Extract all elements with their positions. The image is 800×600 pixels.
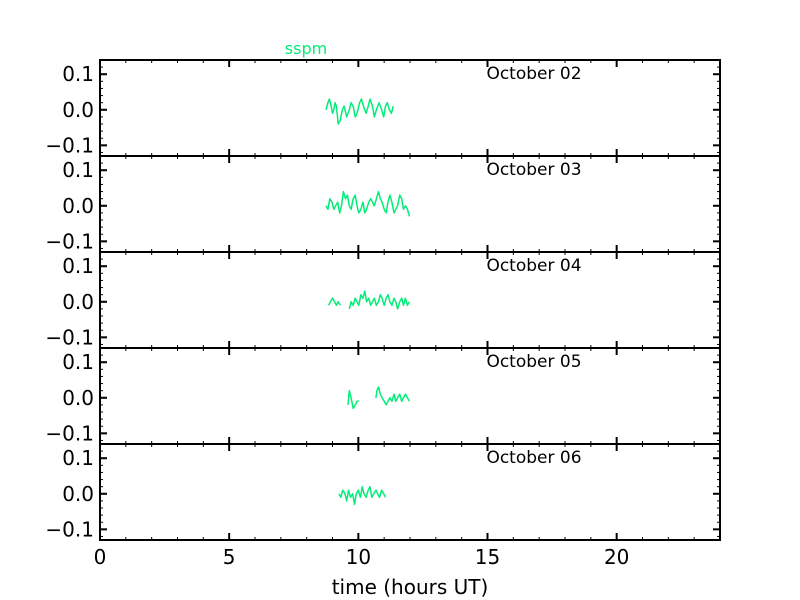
y-tick-label: 0.1 [62, 158, 94, 182]
panel-date-label: October 06 [486, 448, 581, 468]
y-tick-label: −0.1 [45, 229, 94, 253]
y-tick-label: 0.1 [62, 254, 94, 278]
x-tick-label: 10 [346, 545, 371, 569]
y-tick-label: 0.1 [62, 350, 94, 374]
x-tick-label: 0 [94, 545, 107, 569]
series-line [348, 290, 411, 310]
series-line [327, 297, 341, 307]
series-line [325, 98, 394, 125]
series-line [338, 485, 387, 506]
x-axis: 0 5 10 15 20 [94, 545, 630, 569]
y-tick-label: −0.1 [45, 517, 94, 541]
y-tick-label: 0.0 [62, 194, 94, 218]
panel-4: 0.1 0.0 −0.1 October 05 [45, 347, 721, 445]
y-tick-label: 0.0 [62, 290, 94, 314]
panel-3: 0.1 0.0 −0.1 October 04 [45, 251, 721, 349]
panel-date-label: October 03 [486, 160, 581, 180]
legend-label: sspm [285, 39, 327, 58]
panel-frame [99, 347, 721, 445]
x-tick-label: 15 [475, 545, 500, 569]
panel-2: 0.1 0.0 −0.1 October 03 [45, 155, 721, 253]
y-tick-label: 0.0 [62, 386, 94, 410]
series-line [375, 386, 411, 406]
panel-frame [99, 251, 721, 349]
series-line [347, 389, 359, 410]
panel-date-label: October 04 [486, 256, 581, 276]
panel-frame [99, 59, 721, 157]
x-tick-label: 20 [604, 545, 629, 569]
panels-group: 0.1 0.0 −0.1 October 02 0.1 0.0 −0.1 October 03… [45, 59, 721, 541]
panel-frame [99, 155, 721, 253]
y-tick-label: −0.1 [45, 421, 94, 445]
y-tick-label: 0.1 [62, 446, 94, 470]
panel-5: 0.1 0.0 −0.1 October 06 [45, 443, 721, 541]
x-tick-label: 5 [223, 545, 236, 569]
panel-date-label: October 05 [486, 352, 581, 372]
y-tick-label: 0.1 [62, 62, 94, 86]
series-line [325, 190, 411, 217]
y-tick-label: 0.0 [62, 98, 94, 122]
panel-date-label: October 02 [486, 64, 581, 84]
y-tick-label: −0.1 [45, 325, 94, 349]
panel-1: 0.1 0.0 −0.1 October 02 [45, 59, 721, 157]
panel-frame [99, 443, 721, 541]
y-tick-label: −0.1 [45, 133, 94, 157]
x-axis-label: time (hours UT) [332, 575, 489, 599]
y-tick-label: 0.0 [62, 482, 94, 506]
